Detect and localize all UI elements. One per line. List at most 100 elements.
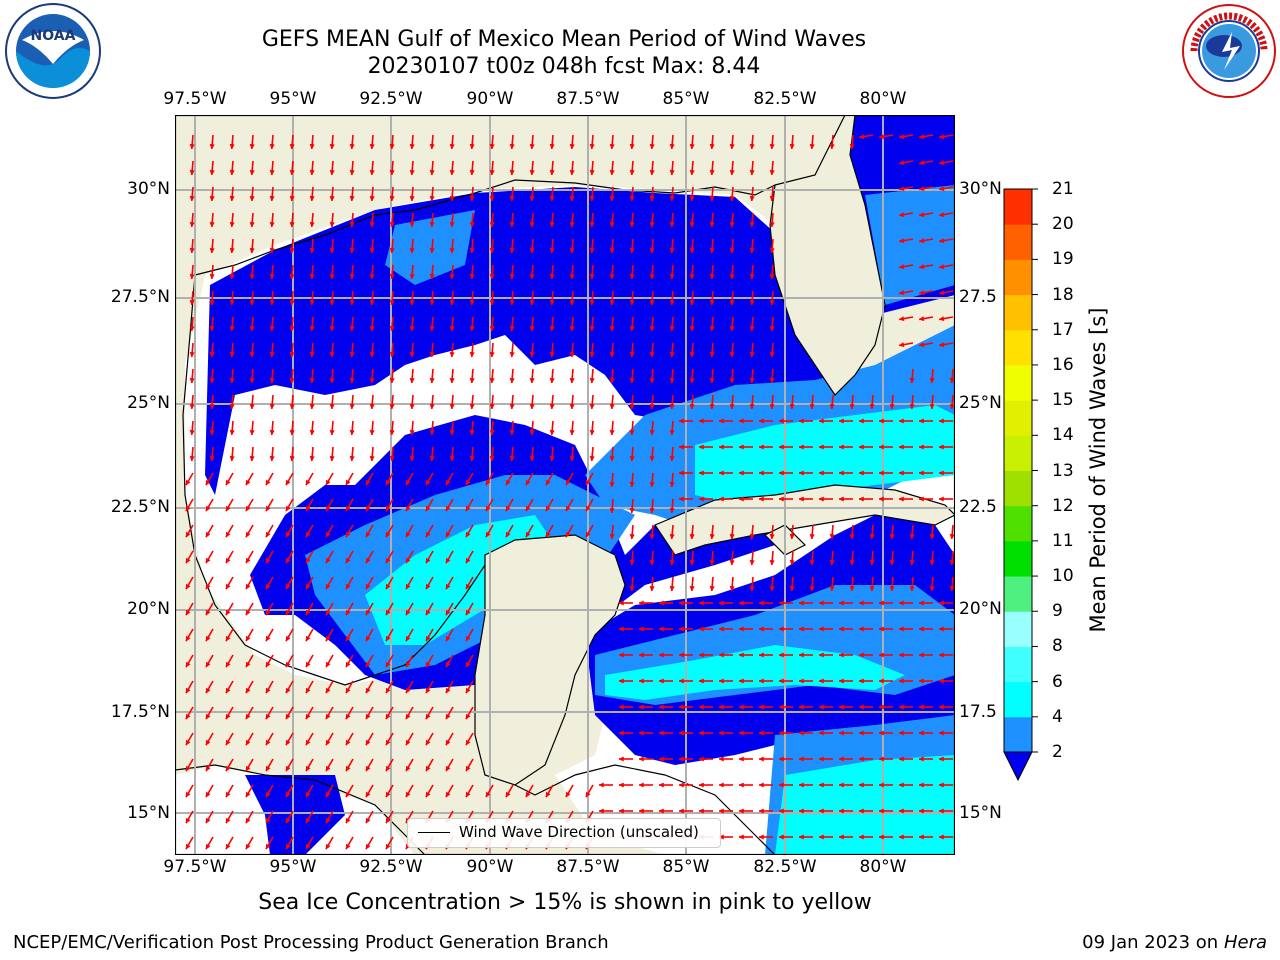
wave-arrow-head: [289, 403, 295, 410]
wave-arrow-head: [649, 143, 655, 150]
wave-arrow-head: [898, 264, 905, 270]
wave-arrow-head: [465, 661, 471, 668]
wave-arrow-head: [758, 730, 764, 736]
wave-arrow-head: [409, 403, 415, 410]
wave-arrow-head: [445, 635, 451, 642]
wave-arrow-head: [369, 429, 375, 436]
wave-arrow-head: [509, 221, 515, 228]
wave-arrow-head: [225, 583, 231, 590]
wave-arrow-head: [609, 351, 615, 358]
wave-arrow-head: [305, 661, 311, 668]
wave-arrow-head: [818, 600, 824, 606]
wave-arrow-head: [678, 808, 684, 814]
wave-arrow-head: [769, 533, 775, 540]
wave-arrow-head: [878, 782, 884, 788]
wave-arrow-head: [609, 455, 615, 462]
wave-arrow-head: [658, 756, 664, 762]
wave-arrow-head: [509, 351, 515, 358]
wave-arrow-head: [385, 505, 391, 512]
lon-label-bottom: 82.5°W: [753, 857, 817, 877]
wave-arrow-head: [245, 765, 251, 772]
host-name: Hera: [1223, 932, 1267, 953]
wave-arrow-head: [209, 455, 215, 462]
wave-arrow-head: [289, 247, 295, 254]
wave-arrow-head: [345, 609, 351, 616]
wave-arrow-head: [789, 559, 795, 566]
wave-arrow-head: [629, 247, 635, 254]
wave-arrow-head: [649, 325, 655, 332]
wave-arrow-head: [649, 585, 655, 592]
wave-arrow-head: [205, 505, 211, 512]
wave-arrow-head: [938, 730, 944, 736]
wave-arrow-head: [369, 273, 375, 280]
wave-arrow-head: [898, 186, 905, 192]
wave-arrow-head: [185, 531, 191, 538]
wave-arrow-head: [425, 609, 431, 616]
wave-arrow-head: [618, 652, 624, 658]
mexico-coast: [182, 274, 486, 686]
wave-arrow-head: [909, 585, 915, 592]
wave-arrow-head: [385, 739, 391, 746]
wave-arrow-head: [469, 221, 475, 228]
wave-arrow-head: [225, 713, 231, 720]
wave-arrow-head: [778, 496, 784, 502]
wave-arrow-head: [309, 143, 315, 150]
wave-arrow-head: [858, 496, 864, 502]
date-value: 09 Jan 2023 on: [1082, 932, 1219, 953]
wave-arrow-head: [265, 713, 271, 720]
wave-arrow-head: [425, 713, 431, 720]
wave-arrow-head: [585, 505, 591, 512]
wave-arrow-head: [225, 635, 231, 642]
wave-arrow-head: [289, 273, 295, 280]
wave-arrow-head: [878, 704, 884, 710]
wave-arrow-head: [678, 704, 684, 710]
wave-arrow-head: [305, 635, 311, 642]
wave-arrow-head: [898, 496, 904, 502]
lon-label-bottom: 97.5°W: [163, 857, 227, 877]
wave-arrow-head: [289, 325, 295, 332]
wave-arrow-head: [798, 730, 804, 736]
wave-arrow-head: [345, 843, 351, 850]
wave-zone-6-8: [775, 755, 955, 855]
wave-arrow-head: [509, 377, 515, 384]
wave-arrow-head: [709, 273, 715, 280]
wave-arrow-head: [749, 403, 755, 410]
wave-arrow-head: [205, 583, 211, 590]
wave-arrow-head: [389, 273, 395, 280]
wave-arrow-head: [809, 533, 815, 540]
wave-arrow-head: [445, 609, 451, 616]
wave-arrow-head: [189, 351, 195, 358]
wave-arrow-head: [629, 299, 635, 306]
wave-arrow-head: [585, 531, 591, 538]
wave-arrow-head: [245, 479, 251, 486]
wave-arrow-head: [769, 351, 775, 358]
wave-arrow-head: [409, 429, 415, 436]
wave-arrow-head: [669, 299, 675, 306]
wave-arrow-head: [345, 531, 351, 538]
wave-arrow-head: [465, 479, 471, 486]
wave-arrow-head: [798, 834, 804, 840]
wave-arrow-head: [349, 195, 355, 202]
wave-arrow-head: [938, 626, 944, 632]
wave-arrow-head: [749, 351, 755, 358]
wave-arrow-head: [718, 652, 724, 658]
wave-arrow-head: [329, 299, 335, 306]
wave-arrow-head: [918, 290, 925, 296]
wave-arrow-head: [549, 351, 555, 358]
wave-arrow-head: [405, 583, 411, 590]
wave-arrow-head: [918, 444, 924, 450]
wave-arrow-head: [445, 557, 451, 564]
wave-arrow-head: [505, 479, 511, 486]
wave-arrow-head: [629, 143, 635, 150]
wave-arrow-head: [209, 325, 215, 332]
wave-arrow-head: [938, 470, 944, 476]
wave-arrow-head: [858, 704, 864, 710]
wave-arrow-head: [649, 169, 655, 176]
wave-arrow-head: [245, 843, 251, 850]
wave-arrow-head: [938, 704, 944, 710]
wave-arrow-head: [409, 325, 415, 332]
wave-arrow-head: [569, 377, 575, 384]
wave-arrow-head: [185, 687, 191, 694]
wave-arrow-head: [549, 195, 555, 202]
wave-arrow-head: [689, 221, 695, 228]
